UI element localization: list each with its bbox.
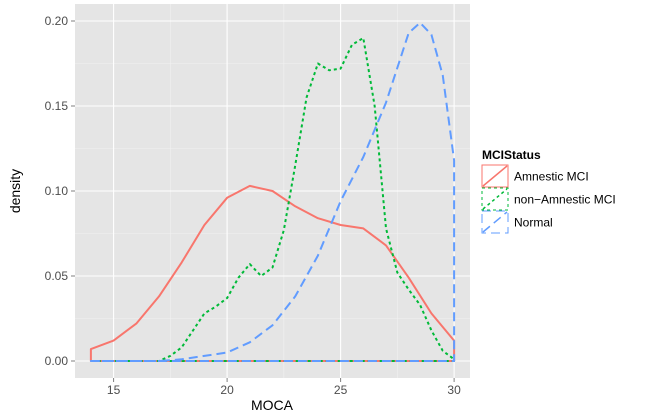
density-line-0 — [89, 184, 456, 362]
y-tick-label: 0.15 — [45, 99, 69, 113]
y-axis: 0.00 0.05 0.10 0.15 0.20 — [45, 14, 75, 368]
y-axis-title: density — [7, 169, 23, 213]
legend-key-box — [481, 187, 509, 211]
legend-label: Normal — [514, 216, 553, 230]
legend-label: Amnestic MCI — [514, 170, 589, 184]
legend-label: non−Amnestic MCI — [514, 193, 616, 207]
legend-key-line — [482, 188, 508, 210]
y-tick-label: 0.10 — [45, 184, 69, 198]
x-tick-label: 20 — [220, 383, 234, 397]
legend-key-line — [482, 165, 508, 187]
x-axis-title: MOCA — [251, 397, 294, 413]
x-tick-label: 30 — [447, 383, 461, 397]
y-tick-label: 0.00 — [45, 354, 69, 368]
legend-title: MCIStatus — [482, 148, 541, 162]
x-tick-label: 15 — [107, 383, 121, 397]
density-lines — [89, 21, 456, 362]
legend-key-line — [482, 211, 508, 233]
y-tick-label: 0.05 — [45, 269, 69, 283]
density-line-2 — [89, 21, 456, 362]
x-axis: 15 20 25 30 — [107, 378, 461, 397]
legend: MCIStatus Amnestic MCI non−Amnestic MCI No… — [481, 148, 616, 234]
y-tick-label: 0.20 — [45, 14, 69, 28]
x-tick-label: 25 — [334, 383, 348, 397]
density-line-1 — [89, 37, 456, 362]
